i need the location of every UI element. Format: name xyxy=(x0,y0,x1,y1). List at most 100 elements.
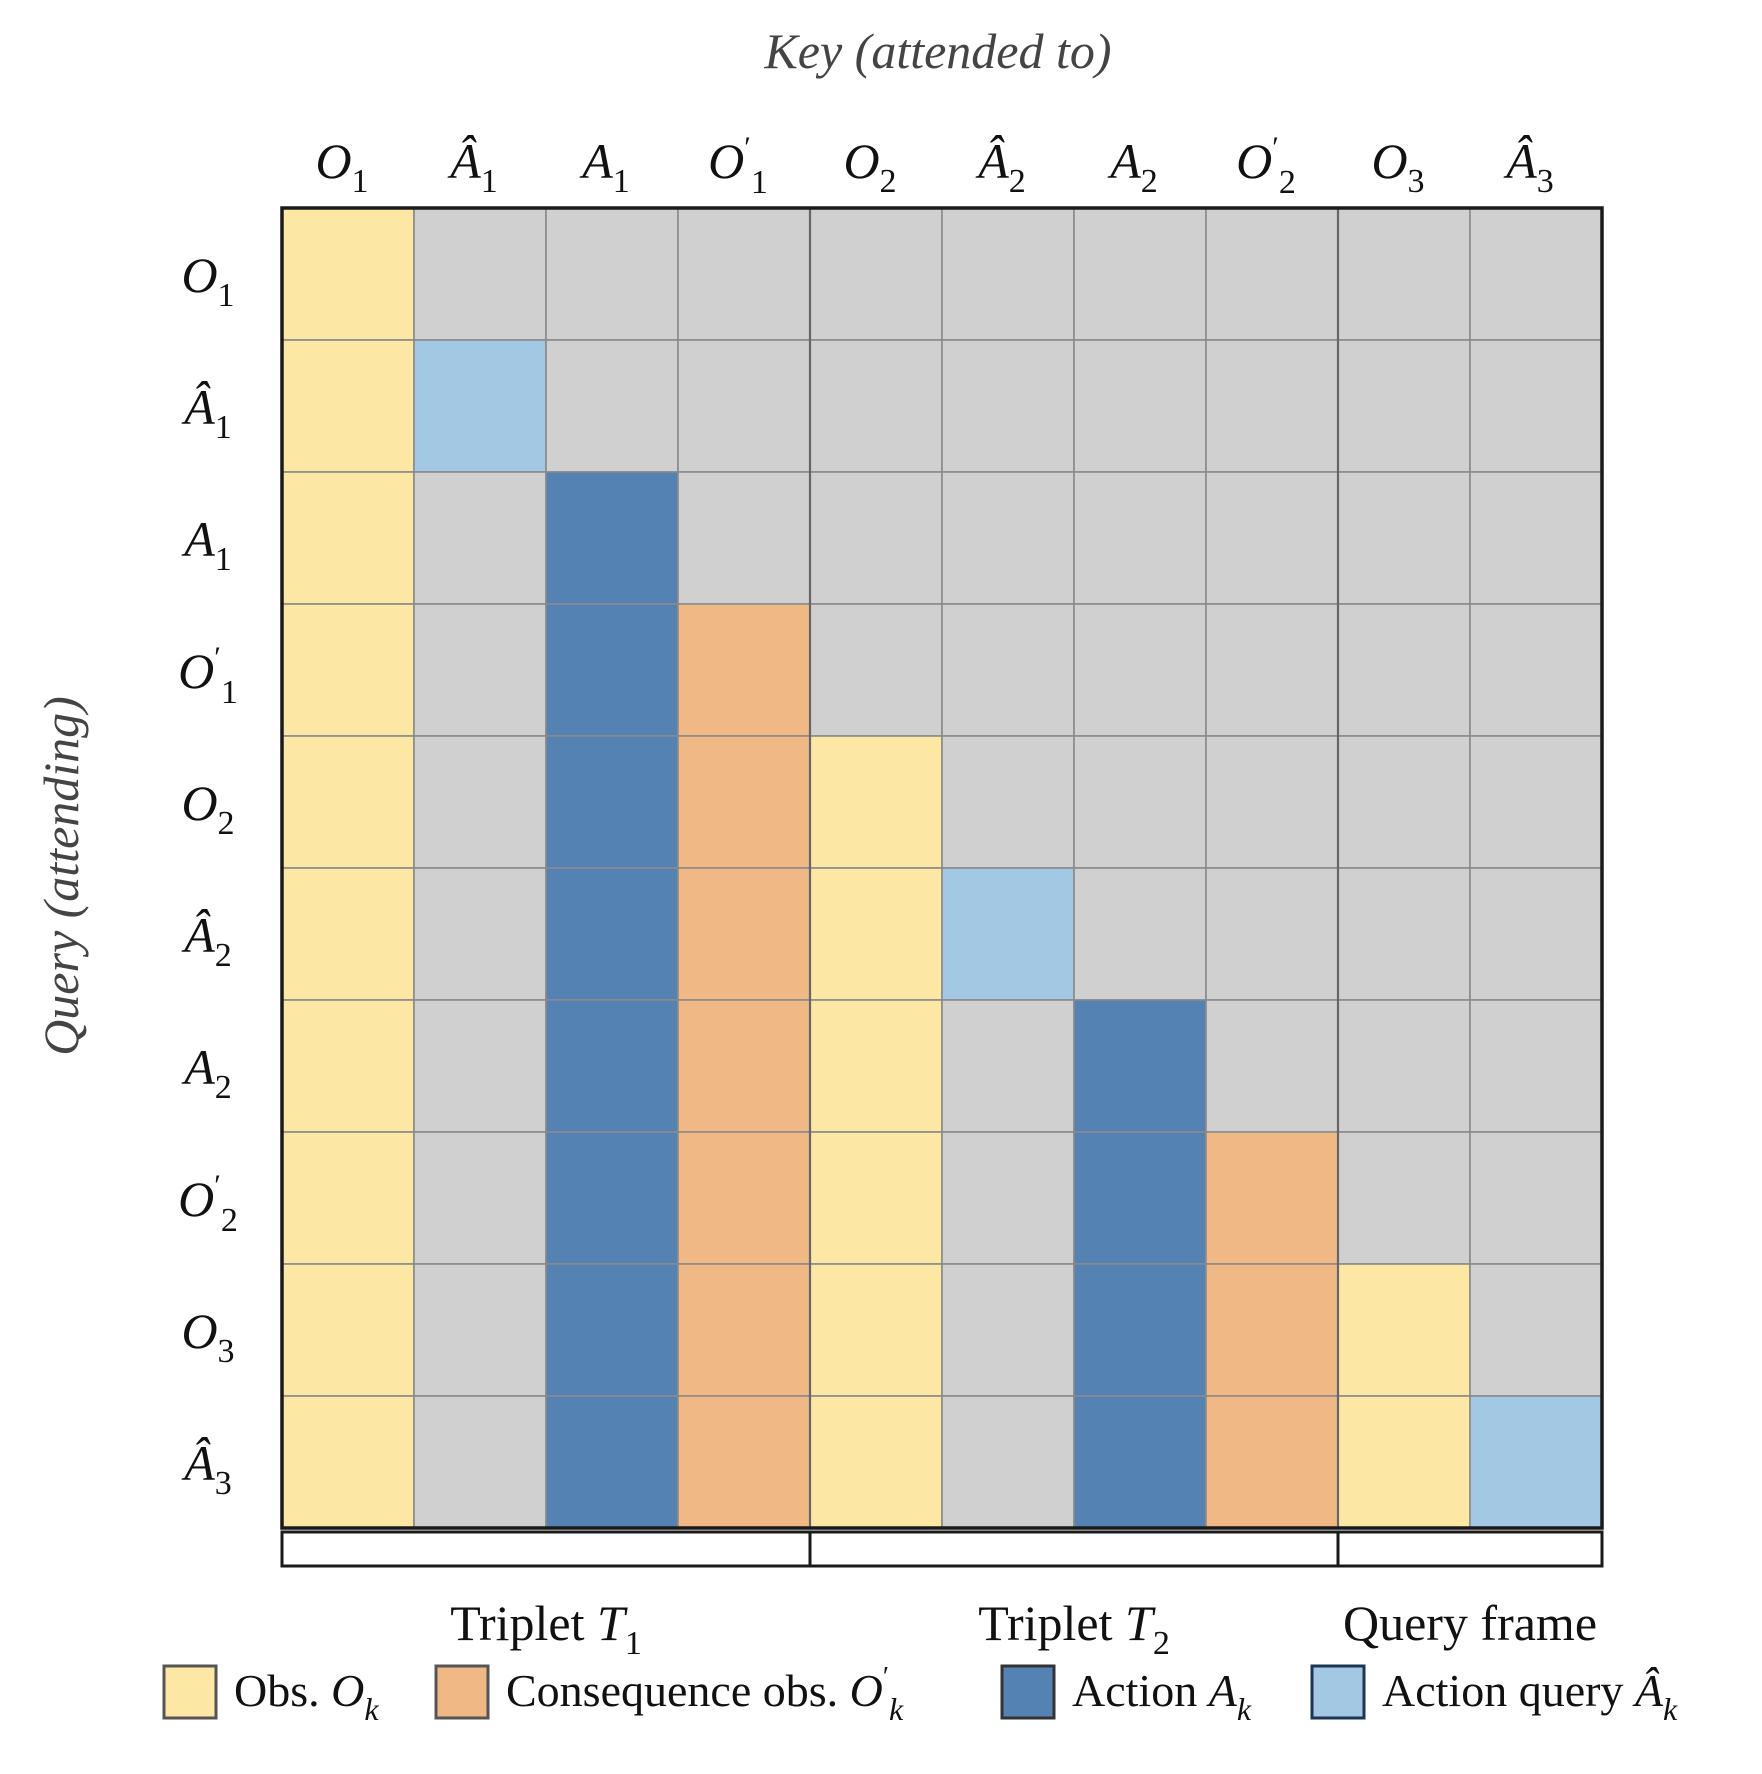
mask-cell-Op1-Ah3 xyxy=(1469,603,1603,737)
mask-cell-Ah2-Ah3 xyxy=(1469,867,1603,1001)
mask-cell-Ah3-Op1 xyxy=(677,1395,811,1529)
group-bracket xyxy=(1336,1530,1604,1568)
mask-cell-Ah1-O3 xyxy=(1337,339,1471,473)
key-label-O2: O2 xyxy=(843,133,896,200)
mask-cell-O2-Op1 xyxy=(677,735,811,869)
key-label-Ah2: Â2 xyxy=(975,133,1026,200)
query-label-Ah1: Â1 xyxy=(181,379,232,446)
mask-cell-O3-Ah1 xyxy=(413,1263,547,1397)
query-label-Ah2: Â2 xyxy=(181,907,232,974)
mask-cell-O2-O2 xyxy=(809,735,943,869)
mask-cell-Op2-Ah3 xyxy=(1469,1131,1603,1265)
mask-cell-A2-Ah1 xyxy=(413,999,547,1133)
mask-cell-O3-A2 xyxy=(1073,1263,1207,1397)
attention-mask-cells xyxy=(280,206,1604,1530)
mask-cell-A2-Ah2 xyxy=(941,999,1075,1133)
mask-cell-A2-A1 xyxy=(545,999,679,1133)
matrix-border xyxy=(280,206,1604,1530)
key-label-O1: O1 xyxy=(315,133,368,200)
mask-cell-O3-Ah2 xyxy=(941,1263,1075,1397)
mask-cell-O1-O2 xyxy=(809,207,943,341)
key-label-A2: A2 xyxy=(1107,133,1158,200)
key-label-A1: A1 xyxy=(579,133,630,200)
mask-cell-Ah2-Op1 xyxy=(677,867,811,1001)
mask-cell-O3-Op2 xyxy=(1205,1263,1339,1397)
legend-swatch-consequence xyxy=(434,1664,490,1720)
mask-cell-A1-Op1 xyxy=(677,471,811,605)
query-label-Op2: O′2 xyxy=(178,1169,238,1239)
mask-cell-Op2-O3 xyxy=(1337,1131,1471,1265)
query-label-O1: O1 xyxy=(181,247,234,314)
mask-cell-O1-A2 xyxy=(1073,207,1207,341)
mask-cell-Op2-A2 xyxy=(1073,1131,1207,1265)
group-bracket-bar: Triplet T1 Triplet T2 Query frame xyxy=(280,1530,1604,1662)
key-label-Op2: O′2 xyxy=(1236,131,1296,201)
mask-cell-Op1-Ah2 xyxy=(941,603,1075,737)
mask-cell-Op1-A1 xyxy=(545,603,679,737)
mask-cell-Ah3-A2 xyxy=(1073,1395,1207,1529)
mask-cell-A1-O1 xyxy=(281,471,415,605)
mask-cell-Ah2-O3 xyxy=(1337,867,1471,1001)
mask-cell-O2-Ah3 xyxy=(1469,735,1603,869)
mask-cell-Op1-Ah1 xyxy=(413,603,547,737)
mask-cell-Ah2-Op2 xyxy=(1205,867,1339,1001)
legend-swatch-action_query xyxy=(1310,1664,1366,1720)
group-label: Triplet T2 xyxy=(978,1595,1170,1662)
query-label-O2: O2 xyxy=(181,775,234,842)
mask-cell-Ah3-O3 xyxy=(1337,1395,1471,1529)
mask-cell-O2-Ah2 xyxy=(941,735,1075,869)
key-label-Op1: O′1 xyxy=(708,131,768,201)
mask-cell-Op1-Op1 xyxy=(677,603,811,737)
mask-cell-O2-Ah1 xyxy=(413,735,547,869)
mask-cell-Ah3-A1 xyxy=(545,1395,679,1529)
query-label-A1: A1 xyxy=(181,511,232,578)
mask-cell-Ah1-Ah2 xyxy=(941,339,1075,473)
mask-cell-A2-O2 xyxy=(809,999,943,1133)
mask-cell-O3-O3 xyxy=(1337,1263,1471,1397)
mask-cell-Op2-Ah1 xyxy=(413,1131,547,1265)
mask-cell-Ah1-A1 xyxy=(545,339,679,473)
mask-cell-Ah2-Ah2 xyxy=(941,867,1075,1001)
mask-cell-Op2-O1 xyxy=(281,1131,415,1265)
group-bracket xyxy=(808,1530,1340,1568)
mask-cell-Ah3-Op2 xyxy=(1205,1395,1339,1529)
query-label-Op1: O′1 xyxy=(178,641,238,711)
mask-cell-O2-O1 xyxy=(281,735,415,869)
mask-cell-Ah3-O1 xyxy=(281,1395,415,1529)
mask-cell-Op1-O3 xyxy=(1337,603,1471,737)
mask-cell-O3-O1 xyxy=(281,1263,415,1397)
mask-cell-A2-Op1 xyxy=(677,999,811,1133)
mask-cell-O1-Op2 xyxy=(1205,207,1339,341)
group-label: Triplet T1 xyxy=(450,1595,642,1662)
query-label-A2: A2 xyxy=(181,1039,232,1106)
query-label-Ah3: Â3 xyxy=(181,1435,232,1502)
mask-cell-Ah1-Ah3 xyxy=(1469,339,1603,473)
mask-cell-Ah2-O2 xyxy=(809,867,943,1001)
mask-cell-A1-O3 xyxy=(1337,471,1471,605)
mask-cell-O1-O1 xyxy=(281,207,415,341)
query-axis-title: Query (attending) xyxy=(33,696,89,1056)
mask-cell-O3-Op1 xyxy=(677,1263,811,1397)
key-token-labels: O1 Â1 A1 O′1 O2 Â2 A2 O′2 O3 Â3 xyxy=(315,131,1553,201)
mask-cell-O1-A1 xyxy=(545,207,679,341)
mask-cell-Ah1-Op2 xyxy=(1205,339,1339,473)
key-label-Ah3: Â3 xyxy=(1503,133,1554,200)
mask-cell-Ah3-Ah1 xyxy=(413,1395,547,1529)
mask-cell-A2-Op2 xyxy=(1205,999,1339,1133)
mask-cell-A1-Ah3 xyxy=(1469,471,1603,605)
mask-cell-Ah3-Ah2 xyxy=(941,1395,1075,1529)
mask-cell-A1-O2 xyxy=(809,471,943,605)
mask-cell-A2-O1 xyxy=(281,999,415,1133)
mask-cell-Ah2-A2 xyxy=(1073,867,1207,1001)
mask-cell-O1-Ah1 xyxy=(413,207,547,341)
mask-cell-O1-O3 xyxy=(1337,207,1471,341)
mask-cell-Ah3-Ah3 xyxy=(1469,1395,1603,1529)
mask-cell-O1-Ah2 xyxy=(941,207,1075,341)
mask-cell-A2-Ah3 xyxy=(1469,999,1603,1133)
mask-cell-Ah2-A1 xyxy=(545,867,679,1001)
mask-cell-O1-Op1 xyxy=(677,207,811,341)
mask-cell-Op2-Ah2 xyxy=(941,1131,1075,1265)
mask-cell-Ah1-O2 xyxy=(809,339,943,473)
mask-cell-A1-Ah2 xyxy=(941,471,1075,605)
